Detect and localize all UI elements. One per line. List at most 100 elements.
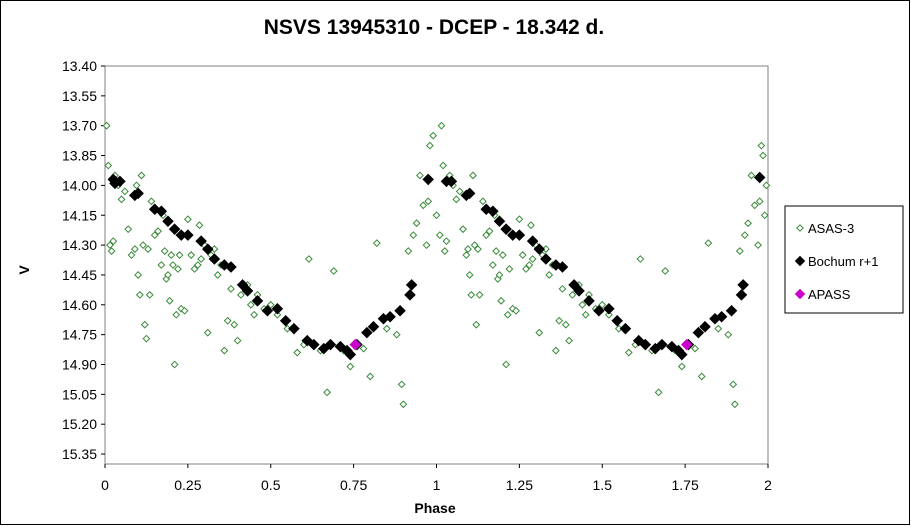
data-point (404, 247, 413, 255)
data-point (535, 328, 544, 337)
x-tick-label: 1.75 (672, 477, 699, 493)
data-point (502, 360, 511, 369)
data-point (399, 400, 408, 409)
y-tick-label: 14.30 (62, 237, 97, 253)
data-point (288, 322, 300, 335)
data-point (754, 241, 762, 250)
legend-marker (794, 288, 806, 300)
data-point (174, 265, 182, 273)
data-point (533, 243, 546, 255)
data-point (551, 346, 560, 355)
data-point (750, 201, 759, 210)
y-axis-title: V (16, 265, 32, 275)
legend-label: APASS (808, 287, 851, 302)
data-point (144, 245, 153, 253)
data-point (455, 187, 464, 196)
series-bochum-r-1 (107, 171, 766, 361)
x-tick-label: 0.25 (174, 477, 201, 493)
data-point (424, 197, 433, 206)
data-point (135, 290, 144, 299)
data-point (218, 259, 231, 271)
y-tick-label: 13.55 (62, 88, 97, 104)
data-point (293, 348, 302, 357)
data-point (472, 320, 481, 329)
data-point (525, 261, 534, 269)
data-point (346, 362, 355, 371)
data-point (130, 245, 139, 253)
data-point (250, 310, 259, 319)
data-point (565, 336, 574, 345)
data-point (475, 290, 484, 299)
data-point (150, 231, 159, 240)
data-point (230, 320, 239, 329)
y-tick-label: 13.70 (62, 118, 97, 134)
data-point (104, 161, 113, 170)
data-point (740, 231, 749, 240)
data-point (704, 239, 713, 248)
data-point (273, 310, 282, 319)
data-point (246, 300, 255, 309)
data-point (676, 348, 688, 361)
data-point (162, 215, 174, 227)
x-axis: 0 0.25 0.5 0.75 1 1.25 1.5 1.75 2 (101, 464, 772, 493)
data-point (762, 181, 771, 190)
legend-marker (794, 255, 806, 267)
data-point (545, 271, 554, 279)
data-point (187, 251, 196, 259)
data-point (416, 171, 424, 180)
data-point (604, 310, 613, 319)
data-point (498, 251, 507, 259)
data-point (561, 320, 570, 329)
data-point (304, 255, 313, 263)
data-point (160, 247, 169, 255)
data-point (691, 344, 699, 353)
data-point (555, 316, 564, 325)
data-point (744, 219, 753, 228)
data-point (384, 310, 396, 323)
data-point (344, 348, 357, 361)
data-point (578, 300, 587, 309)
data-point (583, 295, 595, 307)
data-point (134, 271, 143, 279)
data-point (440, 247, 449, 255)
data-point (324, 338, 337, 351)
data-point (755, 197, 764, 206)
y-tick-label: 13.40 (62, 58, 97, 74)
data-point (636, 255, 645, 263)
data-point (425, 141, 434, 150)
data-point (213, 271, 222, 279)
data-point (271, 303, 284, 315)
data-point (452, 195, 461, 204)
data-point (503, 310, 512, 319)
y-tick-label: 14.90 (62, 357, 97, 373)
data-point (512, 306, 520, 315)
data-point (757, 141, 766, 150)
data-point (120, 187, 129, 196)
data-point (182, 229, 194, 241)
data-point (487, 205, 499, 218)
legend-label: Bochum r+1 (808, 254, 878, 269)
data-point (482, 231, 491, 240)
y-tick-label: 15.05 (62, 386, 97, 402)
data-point (382, 324, 391, 333)
data-point (197, 255, 206, 263)
data-point (540, 253, 552, 265)
data-point (409, 231, 418, 240)
data-point (172, 310, 181, 319)
data-point (724, 330, 733, 339)
data-point (677, 362, 686, 371)
data-point (367, 320, 380, 333)
data-point (730, 400, 739, 409)
data-point (435, 231, 444, 240)
data-point (527, 221, 535, 230)
data-point (598, 300, 607, 309)
data-point (114, 175, 126, 188)
data-point (227, 284, 235, 293)
data-point (445, 175, 458, 188)
data-point (656, 338, 668, 351)
data-point (154, 227, 162, 236)
data-point (474, 245, 482, 253)
data-point (329, 267, 338, 275)
data-point (692, 326, 705, 339)
